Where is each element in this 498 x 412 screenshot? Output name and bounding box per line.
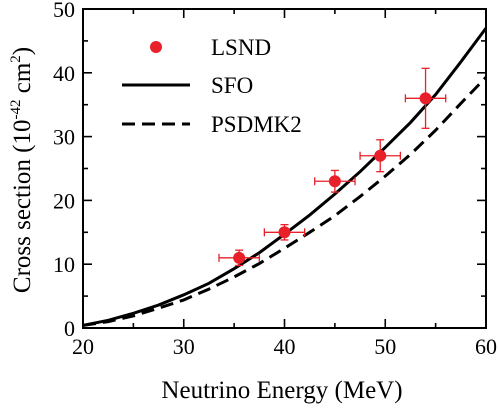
y-tick-label: 0 [64, 316, 75, 341]
y-tick-label: 20 [53, 188, 75, 213]
data-point-marker [233, 251, 246, 264]
plot-frame [82, 8, 487, 329]
legend: LSND SFO PSDMK2 [122, 35, 302, 137]
y-tick-label: 50 [53, 0, 75, 22]
legend-label: LSND [211, 35, 271, 60]
legend-entry-sfo: SFO [122, 73, 253, 98]
y-tick-label: 40 [53, 61, 75, 86]
data-point-3 [314, 169, 356, 193]
legend-label: SFO [211, 73, 253, 98]
x-tick-label: 20 [72, 334, 94, 359]
x-axis-label: Neutrino Energy (MeV) [161, 377, 402, 404]
data-point-marker [328, 175, 341, 188]
data-point-5 [404, 67, 447, 129]
y-tick-label: 30 [53, 125, 75, 150]
data-point-marker [278, 226, 291, 239]
data-point-4 [359, 139, 402, 173]
data-point-marker [419, 92, 432, 105]
y-tick-label: 10 [53, 252, 75, 277]
x-tick-label: 40 [274, 334, 296, 359]
data-point-2 [263, 223, 306, 241]
data-point-1 [218, 249, 260, 267]
x-tick-label: 60 [475, 334, 497, 359]
x-tick-label: 50 [374, 334, 396, 359]
series-line-psdmk2 [83, 76, 486, 327]
axes: 20 30 40 50 60 0 10 20 30 40 50 [53, 0, 497, 359]
x-tick-label: 30 [173, 334, 195, 359]
y-axis-label: Cross section (10-42 cm2) [8, 47, 36, 293]
legend-marker [150, 41, 162, 53]
plot-area [83, 27, 486, 327]
data-point-marker [374, 149, 387, 162]
legend-entry-psdmk2: PSDMK2 [122, 112, 302, 137]
legend-entry-lsnd: LSND [150, 35, 271, 60]
legend-label: PSDMK2 [211, 112, 302, 137]
